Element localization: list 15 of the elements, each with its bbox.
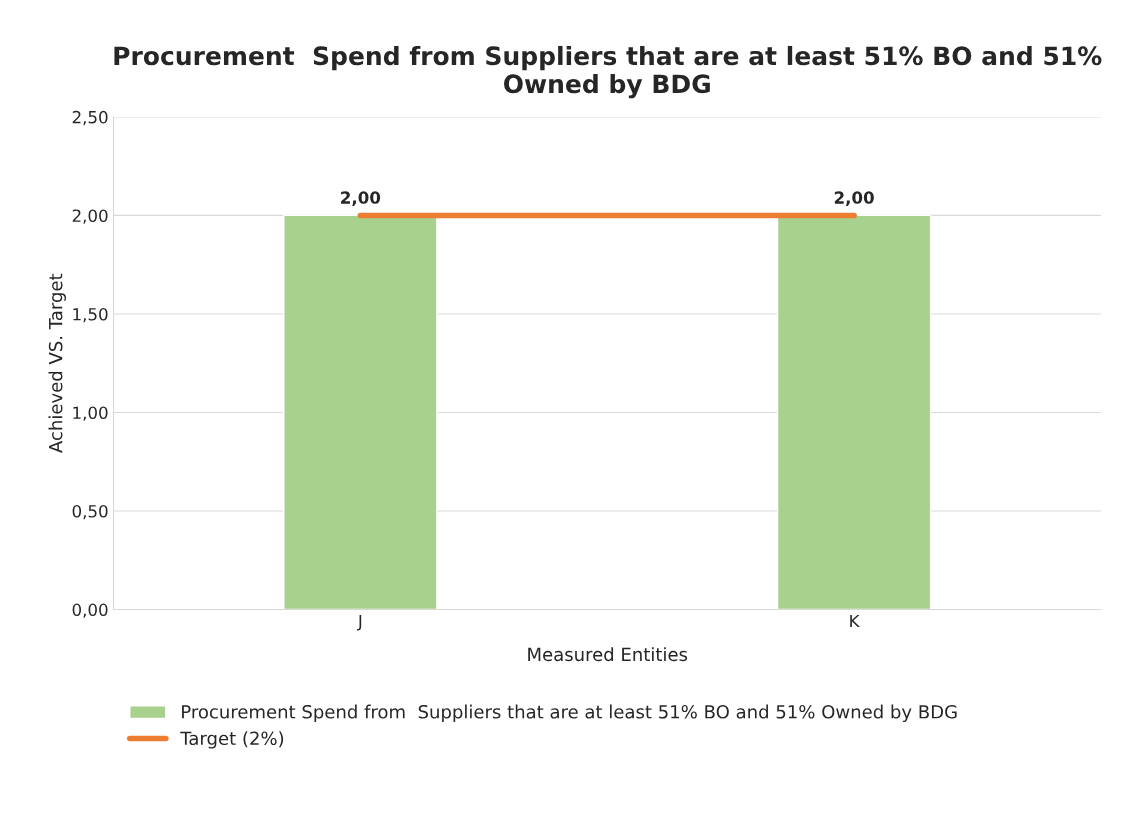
x-axis-title: Measured Entities bbox=[528, 647, 688, 662]
y-tick-label: 2,00 bbox=[72, 209, 108, 224]
y-tick-label: 1,50 bbox=[73, 307, 108, 323]
y-axis-title: Achieved VS. Target bbox=[48, 273, 66, 453]
y-tick-label: 2,50 bbox=[72, 110, 108, 126]
data-label: 2,00 bbox=[834, 191, 874, 206]
chart-title: Procurement Spend from Suppliers that are at least 51% BO and 51% Owned by BDG bbox=[114, 45, 1102, 99]
data-label: 2,00 bbox=[341, 191, 381, 206]
x-tick-label: K bbox=[850, 614, 860, 628]
y-tick-label: 0,50 bbox=[72, 504, 108, 520]
legend-label: Target (2%) bbox=[180, 731, 284, 749]
x-tick-label: J bbox=[357, 614, 362, 631]
legend-label: Procurement Spend from Suppliers that are at least 51% BO and 51% Owned by BDG bbox=[182, 704, 957, 723]
y-tick-label: 0,00 bbox=[72, 603, 108, 618]
y-tick-label: 1,00 bbox=[73, 406, 108, 421]
